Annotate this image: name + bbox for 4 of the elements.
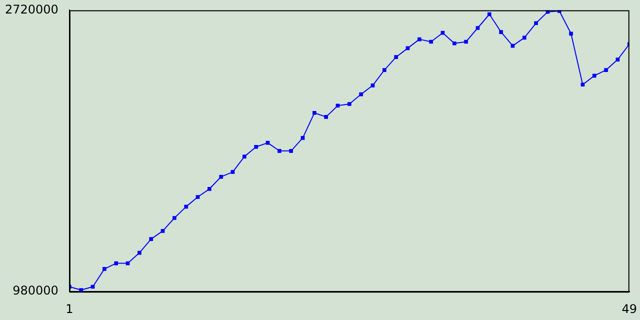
y-tick-label: 2720000 — [4, 2, 58, 16]
x-tick-label: 49 — [622, 302, 638, 316]
x-tick-label: 1 — [66, 302, 74, 316]
y-tick-label: 980000 — [12, 284, 58, 298]
